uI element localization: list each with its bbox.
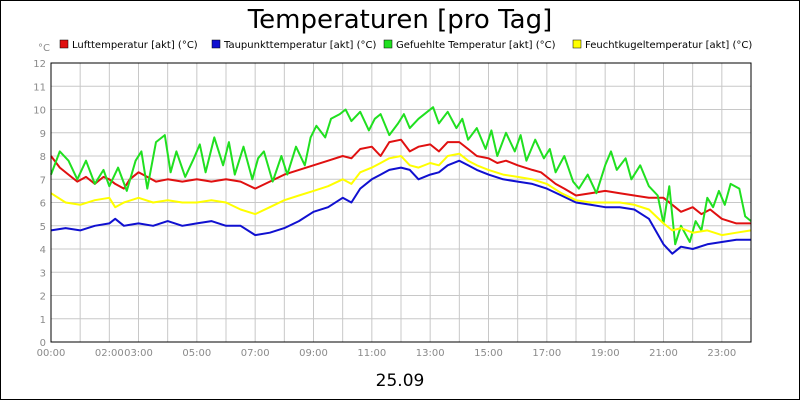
y-tick-label: 8: [40, 152, 46, 163]
legend-swatch: [211, 39, 221, 49]
legend-label: Taupunkttemperatur [akt] (°C): [223, 40, 376, 51]
y-tick-label: 1: [40, 315, 46, 326]
x-tick-label: 13:00: [416, 348, 445, 359]
legend-item-1: Lufttemperatur [akt] (°C): [59, 39, 198, 51]
y-tick-label: 9: [40, 129, 46, 140]
legend-swatch: [572, 39, 582, 49]
date-label: 25.09: [376, 371, 425, 391]
x-tick-label: 11:00: [357, 348, 386, 359]
series-line-1: [50, 138, 751, 225]
legend-swatch: [59, 39, 69, 49]
x-axis-ticks: 00:00 02:00 03:00 05:00 07:00 09:00 11:00 13:00…: [37, 348, 737, 359]
chart-title: Temperaturen [pro Tag]: [247, 5, 553, 35]
series-line-4: [50, 152, 752, 237]
x-tick-label: 03:00: [124, 348, 153, 359]
legend-item-2: Taupunkttemperatur [akt] (°C): [211, 39, 376, 51]
legend-item-4: Feuchtkugeltemperatur [akt] (°C): [572, 39, 752, 51]
legend-swatch: [383, 39, 393, 49]
y-tick-label: 3: [40, 268, 46, 279]
series-lines: [50, 106, 752, 255]
x-tick-label: 05:00: [182, 348, 211, 359]
y-tick-label: 12: [33, 59, 46, 70]
plot-area-border: [50, 62, 752, 343]
y-tick-label: 10: [33, 106, 46, 117]
x-tick-label: 02:00: [95, 348, 124, 359]
y-tick-label: 11: [33, 82, 46, 93]
series-line-2: [50, 159, 751, 255]
y-tick-label: 4: [40, 245, 46, 256]
x-tick-label: 21:00: [649, 348, 678, 359]
legend-item-3: Gefuehlte Temperatur [akt] (°C): [383, 39, 556, 51]
x-tick-label: 17:00: [532, 348, 561, 359]
series-line-3: [50, 106, 752, 246]
legend-label: Lufttemperatur [akt] (°C): [72, 40, 198, 51]
y-axis-unit: °C: [38, 43, 50, 54]
legend-label: Feuchtkugeltemperatur [akt] (°C): [585, 40, 752, 51]
x-tick-label: 09:00: [299, 348, 328, 359]
legend-label: Gefuehlte Temperatur [akt] (°C): [396, 40, 556, 51]
x-tick-label: 15:00: [474, 348, 503, 359]
x-tick-label: 07:00: [241, 348, 270, 359]
y-tick-label: 7: [40, 175, 46, 186]
x-tick-label: 00:00: [37, 348, 66, 359]
legend: Lufttemperatur [akt] (°C) Taupunkttempera…: [59, 39, 752, 51]
y-tick-label: 0: [40, 338, 46, 349]
x-tick-label: 19:00: [591, 348, 620, 359]
y-tick-label: 6: [40, 199, 46, 210]
y-tick-label: 5: [40, 222, 46, 233]
x-tick-label: 23:00: [707, 348, 736, 359]
y-tick-label: 2: [40, 292, 46, 303]
